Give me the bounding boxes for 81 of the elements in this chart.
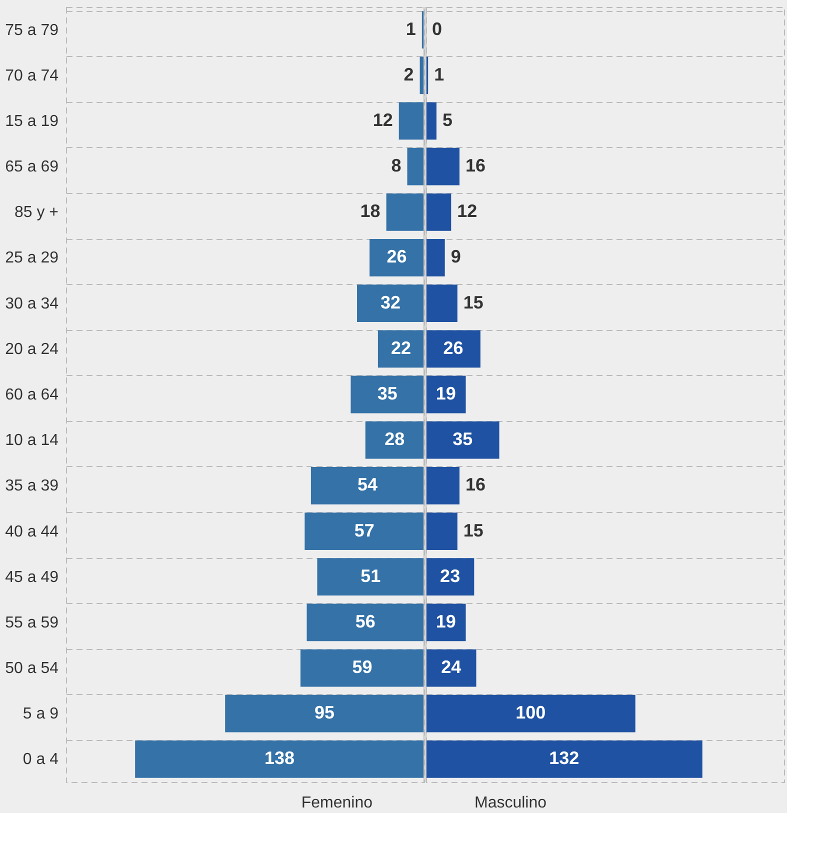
data-label: 16: [465, 474, 486, 495]
data-label: 18: [360, 201, 380, 222]
bar: [426, 102, 436, 140]
y-tick-label: 50 a 54: [5, 660, 59, 678]
bar: [350, 376, 424, 414]
bar: [365, 421, 424, 459]
data-label: 5: [442, 110, 452, 130]
bar: [426, 330, 480, 368]
data-label: 8: [391, 156, 402, 176]
bar: [304, 512, 424, 550]
data-label: 132: [549, 748, 580, 768]
data-label: 15: [463, 292, 484, 312]
bar: [407, 148, 424, 186]
data-label: 16: [465, 156, 486, 176]
data-label: 35: [377, 384, 398, 404]
data-label: 54: [357, 474, 378, 495]
y-tick-label: 70 a 74: [5, 67, 59, 84]
bar: [426, 740, 702, 778]
y-tick-label: 40 a 44: [5, 523, 59, 540]
y-tick-label: 75 a 79: [5, 22, 59, 39]
bar: [225, 694, 424, 732]
y-tick-label: 60 a 64: [5, 386, 59, 404]
bar: [378, 330, 424, 368]
data-label: 19: [436, 611, 456, 632]
bar: [426, 284, 458, 322]
bar: [426, 148, 460, 186]
data-label: 9: [450, 246, 461, 267]
data-label: 15: [463, 520, 484, 540]
data-label: 1: [406, 18, 416, 39]
bar: [386, 193, 424, 231]
data-label: 1: [434, 64, 444, 84]
bar: [135, 740, 424, 778]
data-label: 59: [352, 657, 372, 678]
y-tick-label: 30 a 34: [5, 295, 59, 312]
data-label: 56: [355, 611, 376, 632]
data-label: 12: [457, 201, 478, 222]
bar: [317, 558, 424, 596]
data-label: 23: [440, 566, 460, 586]
data-label: 95: [314, 702, 335, 723]
bar: [370, 239, 424, 276]
y-tick-label: 55 a 59: [5, 614, 59, 632]
data-label: 19: [436, 384, 456, 404]
y-tick-label: 85 y +: [14, 204, 58, 222]
y-tick-label: 0 a 4: [22, 751, 59, 768]
bar: [426, 512, 458, 550]
bar: [398, 102, 424, 140]
y-tick-label: 20 a 24: [5, 340, 59, 358]
bar: [357, 284, 424, 322]
y-tick-label: 25 a 29: [5, 250, 59, 267]
y-tick-label: 45 a 49: [5, 568, 59, 586]
data-label: 24: [441, 657, 462, 678]
bar: [310, 466, 424, 504]
data-label: 51: [360, 566, 381, 586]
data-label: 35: [452, 429, 473, 450]
bar: [426, 193, 452, 231]
y-tick-label: 15 a 19: [5, 112, 59, 130]
bar: [426, 421, 500, 459]
bar: [426, 466, 460, 504]
data-label: 138: [264, 748, 295, 768]
x-axis-title: Femenino: [301, 794, 373, 812]
bar: [426, 694, 636, 732]
y-tick-label: 35 a 39: [5, 478, 59, 495]
data-label: 26: [386, 246, 407, 267]
y-tick-label: 10 a 14: [5, 432, 59, 450]
data-label: 0: [432, 18, 442, 39]
data-label: 100: [516, 702, 546, 723]
bar: [306, 604, 424, 642]
data-label: 12: [372, 110, 393, 130]
data-label: 2: [404, 64, 414, 84]
data-label: 28: [384, 429, 405, 450]
data-label: 22: [390, 338, 411, 358]
bar: [426, 649, 476, 687]
bar: [426, 558, 474, 596]
data-label: 26: [443, 338, 464, 358]
bar: [426, 239, 445, 276]
bar: [300, 649, 424, 687]
data-label: 32: [380, 292, 401, 312]
y-tick-label: 65 a 69: [5, 158, 59, 176]
y-tick-label: 5 a 9: [22, 706, 59, 723]
data-label: 57: [354, 520, 374, 540]
x-axis-title: Masculino: [474, 794, 547, 812]
